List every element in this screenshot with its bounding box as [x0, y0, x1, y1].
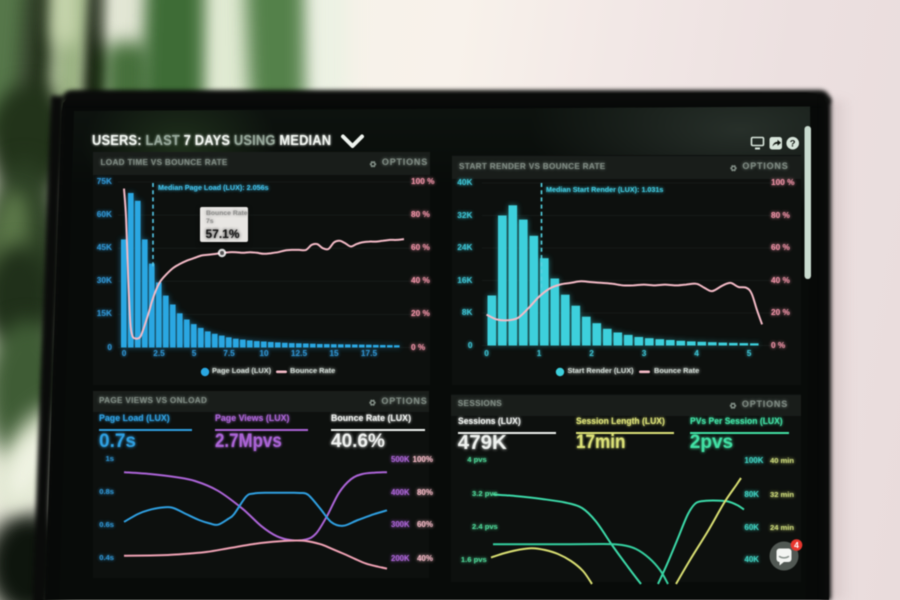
svg-text:4: 4 [794, 540, 799, 550]
svg-text:?: ? [790, 139, 796, 150]
